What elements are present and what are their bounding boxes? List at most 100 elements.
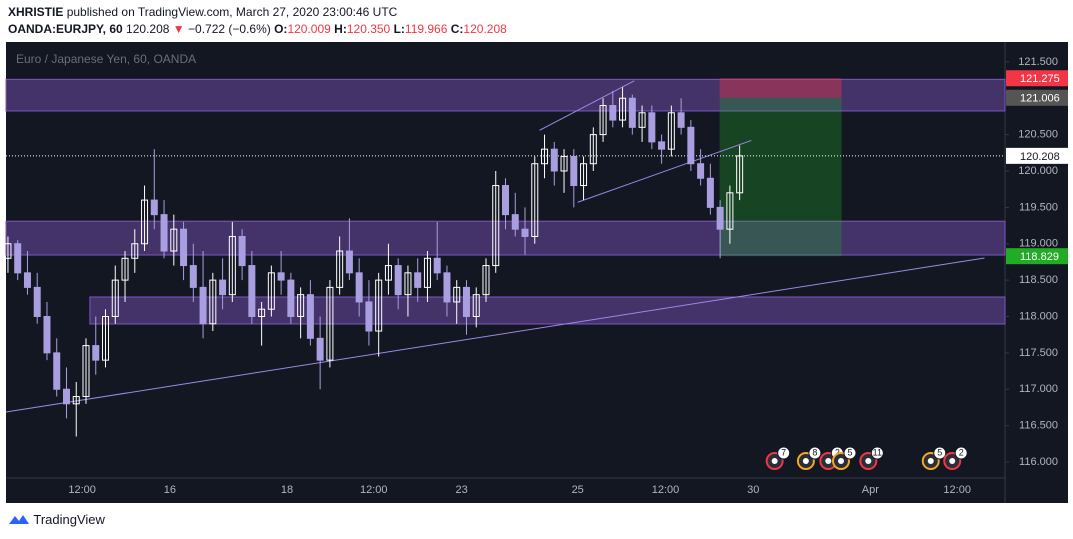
event-dot (825, 458, 832, 464)
candle-body (102, 315, 110, 361)
candle-body (716, 206, 724, 230)
candle-body (687, 126, 695, 165)
candle-body (667, 112, 675, 150)
event-count: 7 (781, 447, 786, 457)
event-dot (949, 458, 956, 464)
event-count: 2 (835, 447, 840, 457)
c-label: C: (450, 22, 464, 36)
candle-body (384, 265, 392, 281)
candle-body (228, 235, 236, 296)
zone (5, 78, 1006, 112)
y-tick-label: 121.500 (1018, 56, 1058, 68)
footer: TradingView (8, 512, 105, 527)
candle-body (33, 286, 41, 317)
candle-body (209, 279, 217, 325)
y-tick-label: 117.500 (1019, 347, 1058, 359)
y-tick-label: 120.500 (1018, 129, 1058, 141)
header: XHRISTIE published on TradingView.com, M… (8, 4, 507, 38)
candle-body (677, 112, 685, 128)
candle-body (238, 235, 246, 267)
header-line: OANDA:EURJPY, 60 120.208 ▼ −0.722 (−0.6%… (8, 21, 507, 38)
event-count: 2 (959, 447, 964, 457)
y-tick-label: 119.500 (1019, 201, 1058, 213)
candle-body (541, 148, 549, 165)
price-label: 120.208 (1020, 151, 1060, 163)
logo (9, 515, 29, 524)
event-dot (802, 458, 809, 464)
target-zone (719, 97, 842, 257)
price-label-box (1006, 248, 1068, 265)
low: 119.966 (404, 22, 448, 36)
price-label: 121.006 (1020, 93, 1060, 105)
event-count: 8 (812, 447, 817, 457)
close: 120.208 (463, 22, 507, 36)
y-tick-label: 116.500 (1019, 420, 1058, 432)
event-badge (777, 446, 791, 460)
stop-zone (719, 78, 842, 98)
event-count: 11 (873, 447, 882, 457)
candle-body (550, 148, 558, 172)
candle-body (150, 199, 158, 216)
candle-body (326, 286, 334, 361)
event-count: 5 (937, 447, 942, 457)
candle-body (365, 301, 373, 332)
candle-body (131, 243, 139, 259)
zone (89, 296, 1006, 325)
candle-body (43, 315, 51, 354)
candle-body (648, 112, 656, 143)
candle-body (404, 272, 412, 296)
author: XHRISTIE (8, 5, 64, 19)
candle-body (180, 228, 188, 267)
event-badge (870, 446, 884, 460)
candle-body (92, 345, 100, 361)
candle-body (355, 272, 363, 303)
x-tick-label: 12:00 (943, 484, 971, 496)
candle-body (697, 163, 705, 179)
candle-body (482, 265, 490, 296)
o-label: O: (274, 22, 288, 36)
candle-body (658, 141, 666, 150)
event-badge (933, 446, 947, 460)
candle-body (570, 155, 578, 187)
x-tick-label: 12:00 (652, 484, 680, 496)
header-line: XHRISTIE published on TradingView.com, M… (8, 4, 507, 21)
event-dot (865, 458, 872, 464)
event-dot (771, 458, 778, 464)
chart-title: Euro / Japanese Yen, 60, OANDA (16, 52, 196, 66)
candle-body (443, 272, 451, 303)
candle-body (706, 177, 714, 208)
candle-body (375, 279, 383, 332)
candle-body (277, 272, 285, 281)
candle-body (297, 294, 305, 317)
y-tick-label: 118.500 (1019, 274, 1058, 286)
trendline (5, 257, 985, 413)
candle-body (219, 279, 227, 296)
candle-body (423, 257, 431, 288)
event-dot (838, 458, 845, 464)
candle-body (531, 163, 539, 237)
candle-body (189, 265, 197, 288)
price-label: 118.829 (1020, 251, 1059, 263)
candle-body (521, 228, 529, 237)
candle-body (14, 243, 22, 274)
candle-body (453, 286, 461, 303)
candle-body (141, 199, 149, 245)
h-label: H: (334, 22, 347, 36)
x-tick-label: 12:00 (360, 484, 388, 496)
candle-body (433, 257, 441, 274)
x-tick-label: 12:00 (68, 484, 96, 496)
event-badge (808, 446, 822, 460)
candle-body (267, 272, 275, 310)
x-tick-label: 16 (164, 484, 176, 496)
arrow: ▼ (172, 22, 185, 36)
candle-body (726, 192, 734, 230)
change: −0.722 (−0.6%) (188, 22, 271, 36)
candle-body (502, 185, 509, 216)
open: 120.009 (287, 22, 331, 36)
candle-body (121, 257, 129, 281)
candle-body (589, 134, 597, 165)
price-label-box (1006, 70, 1068, 87)
candle-body (199, 286, 207, 325)
symbol: OANDA:EURJPY, 60 (8, 22, 123, 36)
